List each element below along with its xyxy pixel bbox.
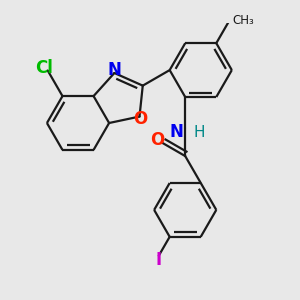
Text: I: I [156,251,162,269]
Text: H: H [194,125,205,140]
Text: N: N [107,61,121,79]
Text: N: N [170,123,184,141]
Text: O: O [133,110,147,128]
Text: Cl: Cl [35,59,53,77]
Text: O: O [150,131,164,149]
Text: CH₃: CH₃ [232,14,254,26]
